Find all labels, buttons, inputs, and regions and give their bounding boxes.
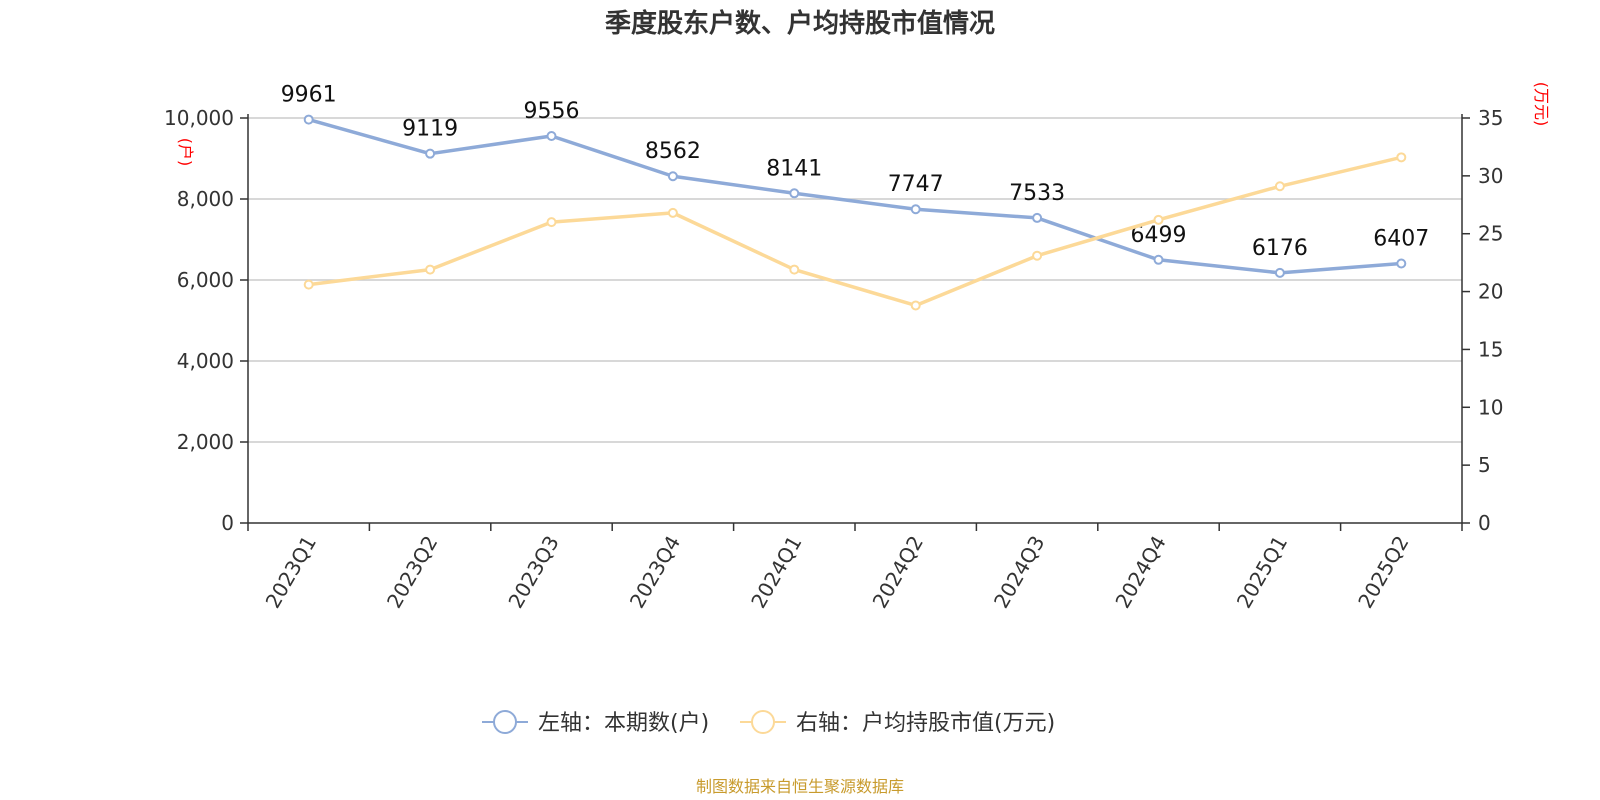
data-point-left — [425, 148, 436, 159]
x-axis-tick-label: 2025Q1 — [1232, 532, 1292, 613]
data-label: 8562 — [645, 139, 701, 164]
source-note: 制图数据来自恒生聚源数据库 — [696, 777, 904, 796]
left-axis-tick-label: 10,000 — [164, 106, 234, 130]
x-axis-tick-label: 2024Q3 — [989, 532, 1049, 613]
legend-marker — [751, 710, 775, 734]
data-point-right — [1396, 152, 1407, 163]
data-label: 6176 — [1252, 236, 1308, 261]
right-axis-tick-label: 10 — [1478, 395, 1503, 419]
data-point-left — [1153, 254, 1164, 265]
data-point-right — [789, 264, 800, 275]
right-axis-tick-label: 25 — [1478, 222, 1503, 246]
left-axis-tick-label: 0 — [221, 511, 234, 535]
data-point-right — [1153, 214, 1164, 225]
data-point-right — [303, 279, 314, 290]
data-point-right — [425, 264, 436, 275]
data-label: 9556 — [524, 99, 580, 124]
left-axis-tick-label: 8,000 — [177, 187, 234, 211]
x-axis-tick-label: 2024Q2 — [868, 532, 928, 613]
left-axis-unit-label: (户) — [176, 138, 195, 167]
data-point-left — [303, 114, 314, 125]
data-point-left — [1396, 258, 1407, 269]
data-point-right — [667, 207, 678, 218]
right-axis-tick-label: 20 — [1478, 280, 1503, 304]
data-label: 7533 — [1009, 181, 1065, 206]
data-point-left — [1032, 212, 1043, 223]
x-axis-tick-label: 2024Q1 — [746, 532, 806, 613]
data-point-right — [1274, 181, 1285, 192]
x-axis-tick-label: 2023Q1 — [261, 532, 321, 613]
data-label: 6407 — [1373, 227, 1429, 252]
series-line-right — [308, 155, 1402, 308]
chart-title: 季度股东户数、户均持股市值情况 — [605, 8, 995, 39]
legend[interactable]: 左轴：本期数(户) 右轴：户均持股市值(万元) — [482, 710, 1055, 736]
right-axis-tick-label: 0 — [1478, 511, 1491, 535]
x-axis-tick-label: 2023Q3 — [503, 532, 563, 613]
data-label: 9119 — [402, 117, 458, 142]
left-axis-tick-label: 6,000 — [177, 268, 234, 292]
x-axis-tick-label: 2024Q4 — [1110, 532, 1170, 613]
x-axis-tick-label: 2025Q2 — [1353, 532, 1413, 613]
data-label: 8141 — [766, 156, 822, 181]
legend-item[interactable]: 右轴：户均持股市值(万元) — [740, 710, 1055, 736]
left-axis-tick-label: 4,000 — [177, 349, 234, 373]
grid-lines — [248, 117, 1462, 443]
left-axis-tick-label: 2,000 — [177, 430, 234, 454]
right-axis-unit-label: (万元) — [1532, 82, 1551, 127]
data-point-left — [910, 204, 921, 215]
data-point-left — [1274, 267, 1285, 278]
legend-label: 左轴：本期数(户) — [538, 711, 709, 736]
data-point-right — [910, 300, 921, 311]
series-line-left — [308, 117, 1402, 275]
data-point-left — [546, 130, 557, 141]
data-point-right — [1032, 250, 1043, 261]
legend-label: 右轴：户均持股市值(万元) — [796, 711, 1055, 736]
data-label: 9961 — [281, 83, 337, 108]
data-point-left — [789, 188, 800, 199]
right-axis-tick-label: 30 — [1478, 164, 1503, 188]
right-axis-tick-label: 5 — [1478, 453, 1491, 477]
x-axis-tick-label: 2023Q2 — [382, 532, 442, 613]
right-axis-tick-label: 15 — [1478, 337, 1503, 361]
legend-item[interactable]: 左轴：本期数(户) — [482, 710, 709, 736]
data-label: 7747 — [888, 172, 944, 197]
right-axis-tick-label: 35 — [1478, 106, 1503, 130]
x-axis-tick-label: 2023Q4 — [625, 532, 685, 613]
data-point-left — [667, 171, 678, 182]
legend-marker — [493, 710, 517, 734]
data-point-right — [546, 217, 557, 228]
